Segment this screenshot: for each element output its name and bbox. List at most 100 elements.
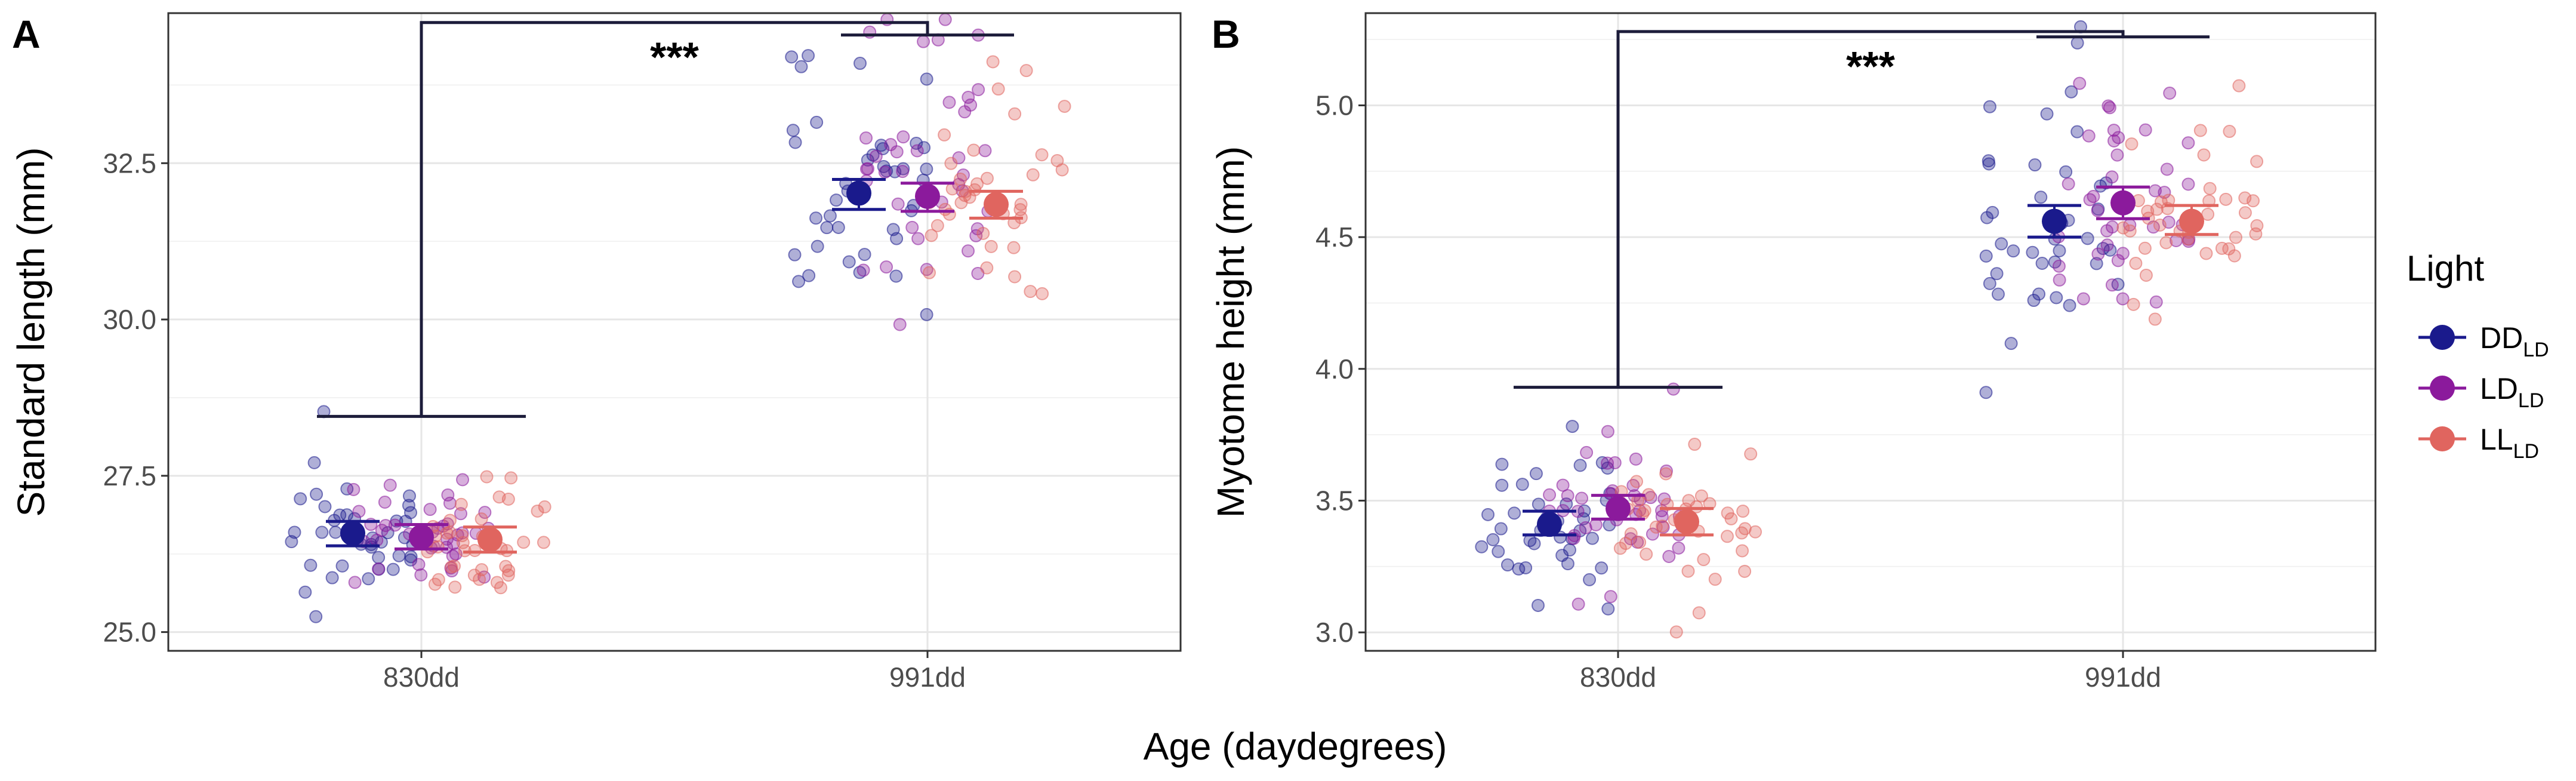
data-point <box>288 525 301 539</box>
legend-label-subscript: LD <box>2513 440 2539 463</box>
data-point <box>454 507 468 521</box>
data-point <box>2050 291 2063 305</box>
data-point <box>474 512 488 526</box>
data-point <box>786 124 800 137</box>
data-point <box>1681 564 1695 578</box>
data-point <box>944 156 958 170</box>
data-point <box>1475 540 1489 554</box>
significance-bracket <box>1514 30 2210 389</box>
data-point <box>1586 531 1600 545</box>
data-point <box>1013 203 1027 217</box>
data-point <box>2129 256 2143 270</box>
data-point <box>1708 573 1722 586</box>
data-point <box>1694 489 1708 503</box>
data-point <box>2203 182 2217 195</box>
data-point <box>2106 220 2119 234</box>
data-point <box>329 525 343 539</box>
data-point <box>986 55 1000 69</box>
data-point <box>1512 562 1526 576</box>
data-point <box>335 559 349 573</box>
data-point <box>1566 420 1579 433</box>
data-point <box>352 505 366 518</box>
data-point <box>2219 192 2233 206</box>
data-point <box>1633 536 1647 549</box>
data-point <box>880 260 893 274</box>
data-point <box>856 263 870 277</box>
data-point <box>917 141 931 155</box>
data-point <box>315 525 329 539</box>
data-point <box>2138 241 2152 255</box>
data-point <box>896 165 910 179</box>
data-point <box>2100 238 2114 252</box>
data-point <box>404 553 418 567</box>
data-point <box>889 269 903 283</box>
x-tick-label: 991dd <box>889 662 966 693</box>
data-point <box>517 536 531 549</box>
data-point <box>2091 247 2105 261</box>
panel-b: 3.0 3.5 4.0 4.5 5.0 830dd 991dd *** Myotome heig… <box>1209 12 2377 693</box>
data-point <box>853 266 867 279</box>
data-point <box>372 562 386 576</box>
data-point <box>2027 294 2041 308</box>
data-point <box>2116 247 2130 260</box>
data-point <box>1556 478 1570 492</box>
data-point <box>923 266 936 279</box>
data-point <box>492 490 506 504</box>
data-point <box>2160 162 2174 176</box>
data-point <box>1672 541 1686 555</box>
data-point <box>538 500 551 514</box>
data-point <box>2073 76 2087 90</box>
data-point <box>823 209 837 223</box>
data-point <box>1494 522 1508 536</box>
mean-point <box>846 180 871 206</box>
data-point <box>2159 236 2173 250</box>
y-tick-label: 27.5 <box>103 460 156 491</box>
data-point <box>1604 590 1617 604</box>
data-point <box>2004 337 2018 350</box>
x-tick-label: 991dd <box>2085 662 2161 693</box>
data-point <box>1580 445 1594 459</box>
data-point <box>1500 558 1514 572</box>
data-point <box>2053 273 2066 287</box>
data-point <box>869 149 883 163</box>
plot-border <box>1364 12 2377 652</box>
data-point <box>1724 512 1738 525</box>
mean-point <box>409 524 434 550</box>
significance-bracket <box>317 21 1014 418</box>
data-point <box>842 255 856 269</box>
data-point <box>1595 456 1609 469</box>
data-point <box>1055 163 1069 177</box>
data-point <box>325 571 339 585</box>
data-point <box>441 488 455 502</box>
data-point <box>938 128 951 142</box>
data-point <box>340 482 354 496</box>
data-point <box>2158 186 2171 199</box>
data-point <box>964 98 978 112</box>
data-point <box>2107 124 2121 137</box>
data-point <box>2028 158 2042 172</box>
data-point <box>1561 557 1574 571</box>
data-point <box>414 568 428 582</box>
data-point <box>468 544 482 558</box>
data-point <box>938 13 952 26</box>
data-point <box>1589 518 1603 531</box>
data-point <box>456 473 470 487</box>
data-point <box>1692 606 1706 620</box>
data-point <box>1744 447 1758 461</box>
data-point <box>304 558 318 572</box>
data-point <box>1983 100 1996 113</box>
data-point <box>2112 131 2125 144</box>
legend-label: DDLD <box>2480 321 2549 361</box>
data-point <box>978 144 992 158</box>
y-tick-label: 4.0 <box>1315 353 1354 385</box>
data-point <box>893 318 907 331</box>
data-point <box>1738 522 1752 536</box>
data-point <box>1986 205 1999 219</box>
data-point <box>920 72 933 86</box>
data-point <box>794 60 808 73</box>
data-point <box>1036 287 1049 300</box>
data-point <box>1990 267 2004 281</box>
data-point <box>830 193 843 207</box>
data-point <box>2034 190 2048 204</box>
data-point <box>1563 543 1576 557</box>
